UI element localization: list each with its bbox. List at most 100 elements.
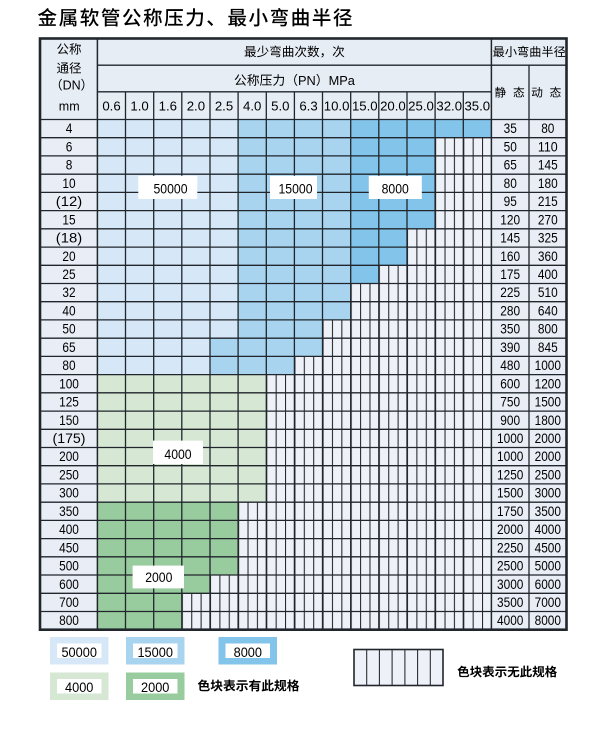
svg-text:480: 480 (500, 357, 520, 373)
svg-text:2.0: 2.0 (187, 98, 205, 113)
svg-text:5000: 5000 (535, 558, 562, 574)
svg-text:20.0: 20.0 (380, 98, 406, 113)
svg-text:4.0: 4.0 (243, 98, 261, 113)
svg-text:50000: 50000 (154, 181, 188, 196)
svg-text:845: 845 (538, 339, 558, 355)
svg-text:510: 510 (538, 284, 558, 300)
svg-text:15.0: 15.0 (352, 98, 378, 113)
svg-text:1250: 1250 (497, 466, 524, 482)
svg-text:325: 325 (538, 230, 558, 246)
svg-text:mm: mm (59, 100, 80, 114)
svg-text:145: 145 (538, 157, 558, 173)
svg-text:390: 390 (500, 339, 520, 355)
svg-text:175: 175 (500, 266, 520, 282)
svg-text:80: 80 (541, 120, 554, 136)
svg-text:125: 125 (59, 394, 79, 410)
svg-text:8: 8 (66, 157, 73, 173)
svg-text:8000: 8000 (535, 612, 562, 628)
svg-text:6.3: 6.3 (299, 98, 317, 113)
svg-text:50000: 50000 (61, 645, 97, 660)
svg-text:160: 160 (500, 248, 520, 264)
svg-text:1800: 1800 (535, 412, 562, 428)
svg-text:2000: 2000 (497, 521, 524, 537)
svg-text:8000: 8000 (382, 181, 409, 196)
svg-text:270: 270 (538, 211, 558, 227)
svg-text:2000: 2000 (141, 680, 169, 695)
svg-text:50: 50 (62, 321, 75, 337)
svg-text:3500: 3500 (497, 594, 524, 610)
svg-text:145: 145 (500, 230, 520, 246)
svg-text:4: 4 (66, 120, 73, 136)
svg-text:(12): (12) (56, 193, 82, 209)
svg-text:1000: 1000 (497, 430, 524, 446)
svg-text:7000: 7000 (535, 594, 562, 610)
svg-text:40: 40 (62, 302, 75, 318)
svg-text:1500: 1500 (497, 485, 524, 501)
svg-text:2000: 2000 (535, 448, 562, 464)
svg-text:(175): (175) (53, 430, 86, 446)
svg-text:500: 500 (59, 558, 79, 574)
svg-text:4000: 4000 (497, 612, 524, 628)
svg-text:800: 800 (59, 612, 79, 628)
svg-text:400: 400 (538, 266, 558, 282)
svg-text:PN: PN (298, 73, 316, 88)
svg-text:25.0: 25.0 (408, 98, 434, 113)
svg-text:1750: 1750 (497, 503, 524, 519)
svg-text:6000: 6000 (535, 576, 562, 592)
svg-text:2500: 2500 (497, 558, 524, 574)
svg-text:2250: 2250 (497, 539, 524, 555)
svg-text:350: 350 (59, 503, 79, 519)
svg-text:80: 80 (62, 357, 75, 373)
svg-text:4000: 4000 (164, 447, 191, 462)
svg-text:32.0: 32.0 (436, 98, 462, 113)
svg-text:15: 15 (62, 211, 75, 227)
svg-text:2000: 2000 (145, 570, 172, 585)
svg-text:110: 110 (538, 138, 558, 154)
svg-text:DN: DN (63, 78, 81, 92)
svg-text:15000: 15000 (279, 181, 313, 196)
svg-text:25: 25 (62, 266, 75, 282)
svg-text:2.5: 2.5 (215, 98, 233, 113)
svg-text:1000: 1000 (497, 448, 524, 464)
svg-text:600: 600 (59, 576, 79, 592)
svg-text:640: 640 (538, 302, 558, 318)
svg-text:65: 65 (504, 157, 517, 173)
svg-text:1000: 1000 (535, 357, 562, 373)
svg-text:0.6: 0.6 (102, 98, 120, 113)
svg-text:50: 50 (504, 138, 517, 154)
svg-text:1.6: 1.6 (159, 98, 177, 113)
svg-text:400: 400 (59, 521, 79, 537)
svg-text:2500: 2500 (535, 466, 562, 482)
svg-text:4000: 4000 (535, 521, 562, 537)
svg-text:3000: 3000 (497, 576, 524, 592)
svg-text:1.0: 1.0 (130, 98, 148, 113)
svg-text:35: 35 (504, 120, 517, 136)
svg-text:4500: 4500 (535, 539, 562, 555)
svg-text:10.0: 10.0 (324, 98, 350, 113)
svg-text:100: 100 (59, 375, 79, 391)
svg-text:95: 95 (504, 193, 517, 209)
svg-text:200: 200 (59, 448, 79, 464)
svg-text:150: 150 (59, 412, 79, 428)
svg-text:20: 20 (62, 248, 75, 264)
svg-text:15000: 15000 (137, 645, 173, 660)
svg-text:300: 300 (59, 485, 79, 501)
svg-text:3500: 3500 (535, 503, 562, 519)
svg-text:32: 32 (62, 284, 75, 300)
svg-text:180: 180 (538, 175, 558, 191)
svg-text:120: 120 (500, 211, 520, 227)
svg-text:800: 800 (538, 321, 558, 337)
svg-text:250: 250 (59, 466, 79, 482)
svg-text:280: 280 (500, 302, 520, 318)
svg-text:MPa: MPa (329, 73, 356, 88)
svg-text:80: 80 (504, 175, 517, 191)
svg-text:225: 225 (500, 284, 520, 300)
svg-text:3000: 3000 (535, 485, 562, 501)
svg-text:1200: 1200 (535, 375, 562, 391)
svg-text:10: 10 (62, 175, 75, 191)
svg-text:35.0: 35.0 (464, 98, 490, 113)
svg-text:350: 350 (500, 321, 520, 337)
svg-text:750: 750 (500, 394, 520, 410)
svg-text:450: 450 (59, 539, 79, 555)
svg-text:600: 600 (500, 375, 520, 391)
